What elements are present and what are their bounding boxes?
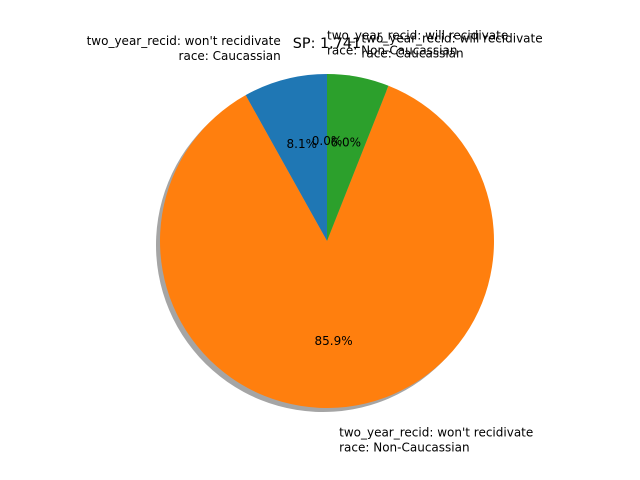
pie-labels: 8.1% two_year_recid: won't recidivate race… [87,28,543,454]
slice-category-label-2: two_year_recid: will recidivate race: Cau… [361,32,542,61]
slice-category-label-1: two_year_recid: won't recidivate race: No… [339,425,533,454]
pie-slice-0 [245,74,327,241]
slice-percent-label-1: 85.9% [315,334,353,348]
pie-slice-1 [160,85,495,408]
slice-category-label-3: two_year_recid: will recidivate race: Non… [327,28,508,57]
slice-percent-label-2: 6.0% [331,136,362,150]
slice-percent-label-3: 0.0% [312,134,343,148]
chart-title: SP: 1.741 [293,36,361,52]
slice-category-label-0: two_year_recid: won't recidivate race: Ca… [87,34,281,63]
pie-slices [160,74,495,408]
slice-percent-label-0: 8.1% [287,137,318,151]
pie-slice-2 [327,74,389,241]
